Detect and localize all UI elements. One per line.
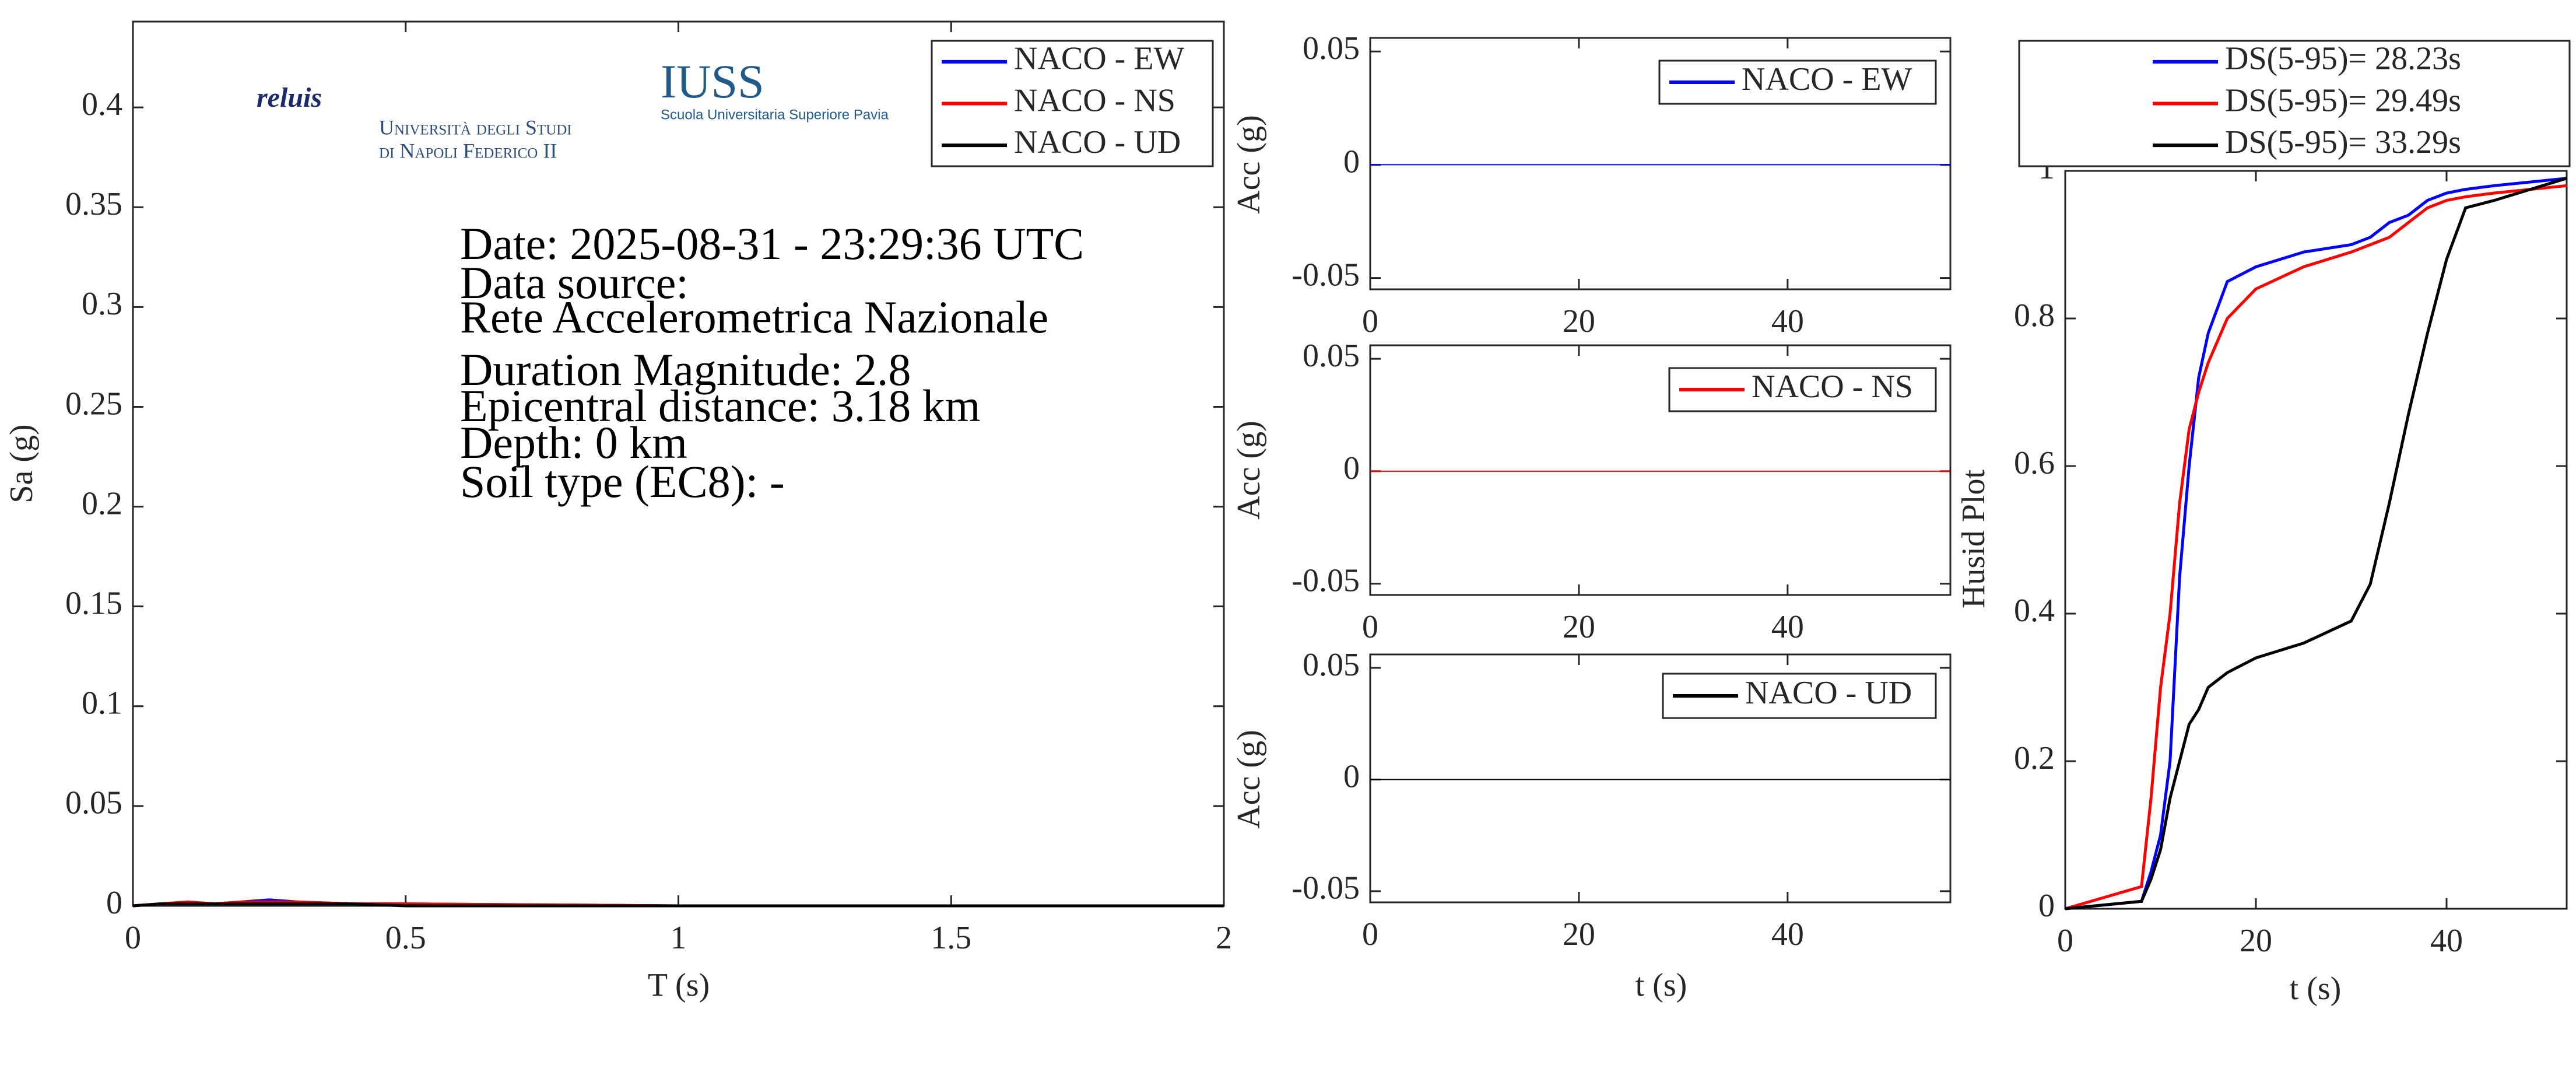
y-tick-label: 0.2 xyxy=(2014,740,2055,776)
y-tick-label: 0.15 xyxy=(65,586,122,622)
x-tick-label: 40 xyxy=(1771,916,1804,953)
x-tick-label: 0 xyxy=(1362,303,1378,339)
y-tick-label: 0.4 xyxy=(82,86,122,122)
x-tick-label: 0 xyxy=(1362,609,1378,645)
plot-area xyxy=(2064,170,2568,910)
x-axis-label: t (s) xyxy=(1636,967,1687,1003)
y-axis-label: Acc (g) xyxy=(1231,730,1267,828)
x-tick-label: 40 xyxy=(2430,923,2463,959)
y-tick-label: 0.2 xyxy=(82,485,122,521)
x-tick-label: 1.5 xyxy=(931,920,971,956)
logo-text: reluis xyxy=(257,82,322,113)
annotation: Soil type (EC8): - xyxy=(460,456,785,507)
y-tick-label: -0.05 xyxy=(1291,563,1360,599)
annotation: Rete Accelerometrica Nazionale xyxy=(460,292,1048,342)
x-tick-label: 20 xyxy=(1563,609,1595,645)
y-tick-label: -0.05 xyxy=(1291,257,1360,293)
logo-text: di Napoli Federico II xyxy=(379,139,557,162)
y-tick-label: 0.05 xyxy=(1303,338,1360,374)
legend-label: NACO - NS xyxy=(1014,82,1175,118)
legend-label: DS(5-95)= 33.29s xyxy=(2225,124,2461,160)
data-line xyxy=(2065,177,2567,911)
y-tick-label: 0.35 xyxy=(65,186,122,222)
x-tick-label: 40 xyxy=(1771,609,1804,645)
legend-label: DS(5-95)= 28.23s xyxy=(2225,41,2461,77)
y-axis-label: Acc (g) xyxy=(1231,421,1267,519)
legend-label: NACO - UD xyxy=(1745,675,1912,711)
y-tick-label: 0 xyxy=(1343,143,1360,180)
data-line xyxy=(2065,177,2567,911)
plot-area xyxy=(132,20,1225,907)
annotation: Depth: 0 km xyxy=(460,417,687,468)
x-tick-label: 0 xyxy=(2057,923,2073,959)
legend-box xyxy=(2018,40,2571,167)
legend-label: DS(5-95)= 29.49s xyxy=(2225,82,2461,118)
x-tick-label: 1 xyxy=(671,920,687,956)
y-axis-label: Husid Plot xyxy=(1956,470,1992,608)
y-tick-label: 0 xyxy=(2038,888,2055,924)
y-tick-label: 0 xyxy=(1343,758,1360,794)
x-axis-label: T (s) xyxy=(648,967,710,1003)
y-axis-label: Acc (g) xyxy=(1231,115,1267,213)
legend-label: NACO - UD xyxy=(1014,124,1181,160)
y-tick-label: -0.05 xyxy=(1291,870,1360,906)
y-tick-label: 0.3 xyxy=(82,286,122,322)
x-tick-label: 0 xyxy=(1362,916,1378,953)
y-tick-label: 0.05 xyxy=(1303,647,1360,683)
x-tick-label: 40 xyxy=(1771,303,1804,339)
data-line xyxy=(2065,184,2567,911)
y-tick-label: 0 xyxy=(106,885,122,921)
y-tick-label: 0.05 xyxy=(65,785,122,821)
legend-label: NACO - EW xyxy=(1014,41,1185,77)
x-tick-label: 0 xyxy=(125,920,141,956)
y-tick-label: 0.8 xyxy=(2014,297,2055,334)
legend-label: NACO - NS xyxy=(1752,369,1913,405)
x-tick-label: 2 xyxy=(1216,920,1232,956)
x-axis-label: t (s) xyxy=(2290,971,2342,1007)
y-tick-label: 0 xyxy=(1343,450,1360,486)
annotation: Date: 2025-08-31 - 23:29:36 UTC xyxy=(460,218,1084,269)
x-tick-label: 20 xyxy=(1563,303,1595,339)
y-tick-label: 0.25 xyxy=(65,386,122,422)
annotation: Data source: xyxy=(460,257,689,308)
annotation: Duration Magnitude: 2.8 xyxy=(460,344,911,395)
logo-text: Scuola Universitaria Superiore Pavia xyxy=(661,107,889,122)
logo-text: IUSS xyxy=(661,55,764,108)
y-tick-label: 0.4 xyxy=(2014,593,2055,629)
x-tick-label: 20 xyxy=(1563,916,1595,953)
annotation: Epicentral distance: 3.18 km xyxy=(460,380,980,431)
legend-label: NACO - EW xyxy=(1742,61,1912,97)
y-tick-label: 0.6 xyxy=(2014,445,2055,481)
y-tick-label: 0.1 xyxy=(82,685,122,722)
logo-text: Università degli Studi xyxy=(379,115,572,139)
x-tick-label: 0.5 xyxy=(385,920,426,956)
data-line xyxy=(132,902,1224,908)
y-tick-label: 0.05 xyxy=(1303,30,1360,66)
x-tick-label: 20 xyxy=(2240,923,2272,959)
y-axis-label: Sa (g) xyxy=(3,424,40,503)
